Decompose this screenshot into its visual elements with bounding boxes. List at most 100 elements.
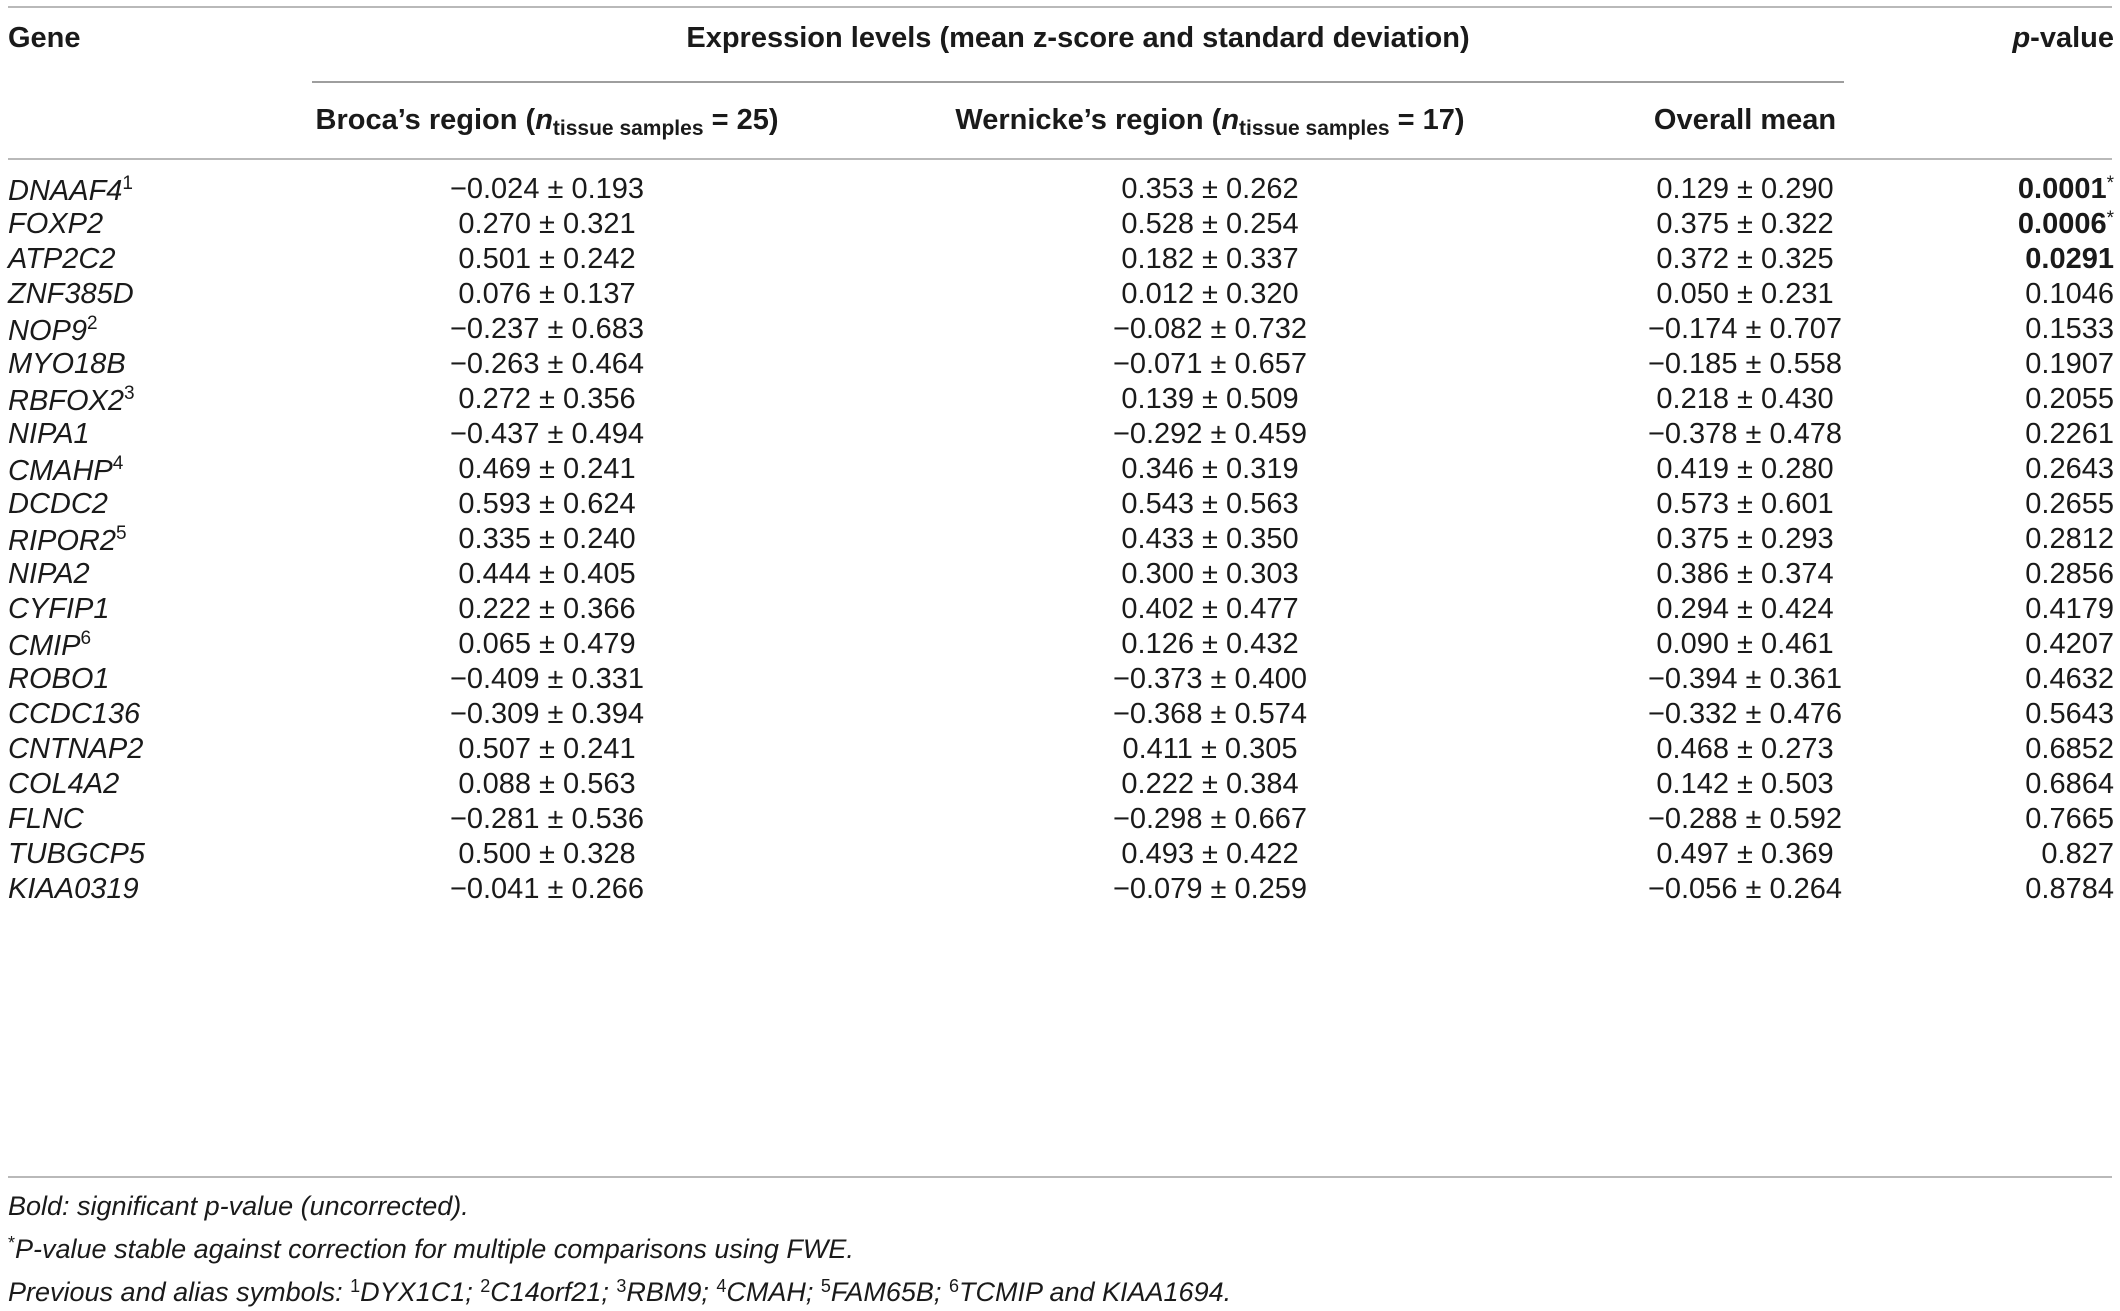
p-value-cell: 0.2655 bbox=[2025, 488, 2114, 521]
broca-value-cell: 0.501 ± 0.242 bbox=[458, 243, 636, 275]
header-p-italic: p bbox=[2012, 22, 2031, 54]
p-value-cell: 0.4179 bbox=[2025, 593, 2114, 626]
alias-number: 2 bbox=[480, 1276, 491, 1296]
broca-value-cell: 0.272 ± 0.356 bbox=[458, 383, 636, 415]
gene-symbol: FLNC bbox=[8, 803, 84, 835]
broca-value-cell: 0.444 ± 0.405 bbox=[458, 558, 636, 590]
header-broca-n: n bbox=[535, 104, 553, 136]
gene-symbol: CMIP bbox=[8, 630, 81, 662]
broca-value-cell: −0.024 ± 0.193 bbox=[449, 173, 645, 205]
table-row: DCDC2 0.593 ± 0.624 0.543 ± 0.563 0.573 ± 0… bbox=[0, 484, 2120, 531]
wernicke-value-cell: 0.012 ± 0.320 bbox=[1121, 278, 1299, 310]
wernicke-value-cell: 0.346 ± 0.319 bbox=[1121, 453, 1299, 485]
wernicke-value-cell: 0.411 ± 0.305 bbox=[1122, 733, 1298, 765]
p-value-cell: 0.2261 bbox=[2025, 418, 2114, 451]
broca-value-cell: 0.507 ± 0.241 bbox=[458, 733, 636, 765]
header-broca-label: Broca’s region ( bbox=[315, 104, 536, 136]
alias-symbol: C14orf21; bbox=[490, 1277, 617, 1307]
overall-mean-cell: 0.218 ± 0.430 bbox=[1656, 383, 1834, 415]
footnote-aliases: Previous and alias symbols: 1DYX1C1; 2C1… bbox=[8, 1268, 1231, 1311]
p-value-cell: 0.2812 bbox=[2025, 523, 2114, 556]
footnote-star: *P-value stable against correction for m… bbox=[8, 1225, 1231, 1268]
overall-mean-cell: −0.394 ± 0.361 bbox=[1647, 663, 1843, 695]
p-value: 0.4207 bbox=[2025, 628, 2114, 660]
header-gene: Gene bbox=[8, 22, 81, 54]
p-value-cell: 0.0291 bbox=[2025, 243, 2114, 276]
gene-symbol: KIAA0319 bbox=[8, 873, 139, 905]
overall-mean-cell: −0.378 ± 0.478 bbox=[1647, 418, 1843, 450]
overall-mean-cell: −0.056 ± 0.264 bbox=[1647, 873, 1843, 905]
table-row: COL4A2 0.088 ± 0.563 0.222 ± 0.384 0.142 ± … bbox=[0, 764, 2120, 811]
p-value: 0.5643 bbox=[2025, 698, 2114, 730]
table-row: TUBGCP5 0.500 ± 0.328 0.493 ± 0.422 0.497 ±… bbox=[0, 834, 2120, 881]
gene-symbol: ROBO1 bbox=[8, 663, 110, 695]
gene-name-cell: ROBO1 bbox=[8, 663, 110, 696]
p-value: 0.6864 bbox=[2025, 768, 2114, 800]
gene-name-cell: CNTNAP2 bbox=[8, 733, 143, 766]
table-row: RIPOR25 0.335 ± 0.240 0.433 ± 0.350 0.375 ±… bbox=[0, 519, 2120, 566]
wernicke-value-cell: 0.433 ± 0.350 bbox=[1121, 523, 1299, 555]
table-row: DNAAF41 −0.024 ± 0.193 0.353 ± 0.262 0.129 … bbox=[0, 169, 2120, 216]
p-value: 0.8784 bbox=[2025, 873, 2114, 905]
gene-name-cell: TUBGCP5 bbox=[8, 838, 145, 871]
gene-symbol: CYFIP1 bbox=[8, 593, 110, 625]
gene-name-cell: NIPA2 bbox=[8, 558, 90, 591]
table-row: CMIP6 0.065 ± 0.479 0.126 ± 0.432 0.090 ± 0… bbox=[0, 624, 2120, 671]
alias-number: 1 bbox=[350, 1276, 361, 1296]
header-span-rule bbox=[312, 81, 1844, 83]
broca-value-cell: 0.270 ± 0.321 bbox=[458, 208, 636, 240]
broca-value-cell: 0.065 ± 0.479 bbox=[458, 628, 636, 660]
overall-mean-cell: 0.050 ± 0.231 bbox=[1656, 278, 1834, 310]
wernicke-value-cell: −0.368 ± 0.574 bbox=[1112, 698, 1308, 730]
header-p-rest: -value bbox=[2030, 22, 2114, 54]
gene-name-cell: CCDC136 bbox=[8, 698, 140, 731]
header-wernicke-n: n bbox=[1221, 104, 1240, 136]
broca-value-cell: −0.237 ± 0.683 bbox=[449, 313, 645, 345]
broca-value-cell: 0.593 ± 0.624 bbox=[458, 488, 636, 520]
alias-number: 6 bbox=[948, 1276, 959, 1296]
p-value-cell: 0.5643 bbox=[2025, 698, 2114, 731]
wernicke-value-cell: 0.182 ± 0.337 bbox=[1121, 243, 1299, 275]
gene-footnote-mark: 2 bbox=[86, 313, 98, 334]
header-expression-levels: Expression levels (mean z-score and stan… bbox=[686, 22, 1470, 54]
broca-value-cell: 0.500 ± 0.328 bbox=[458, 838, 636, 870]
table-row: ZNF385D 0.076 ± 0.137 0.012 ± 0.320 0.050 ±… bbox=[0, 274, 2120, 321]
header-broca-count: = 25) bbox=[703, 104, 779, 136]
header-broca-n-subscript: tissue samples bbox=[552, 117, 704, 140]
gene-symbol: FOXP2 bbox=[8, 208, 104, 240]
table-row: CNTNAP2 0.507 ± 0.241 0.411 ± 0.305 0.468 ±… bbox=[0, 729, 2120, 776]
gene-name-cell: RBFOX23 bbox=[8, 383, 135, 418]
table-row: FOXP2 0.270 ± 0.321 0.528 ± 0.254 0.375 ± 0… bbox=[0, 204, 2120, 251]
table-row: NOP92 −0.237 ± 0.683 −0.082 ± 0.732 −0.174 … bbox=[0, 309, 2120, 356]
overall-mean-cell: 0.497 ± 0.369 bbox=[1656, 838, 1834, 870]
p-value: 0.6852 bbox=[2025, 733, 2114, 765]
table-row: NIPA1 −0.437 ± 0.494 −0.292 ± 0.459 −0.378 … bbox=[0, 414, 2120, 461]
wernicke-value-cell: −0.079 ± 0.259 bbox=[1112, 873, 1308, 905]
alias-number: 5 bbox=[820, 1276, 831, 1296]
p-value-cell: 0.4632 bbox=[2025, 663, 2114, 696]
p-value-cell: 0.7665 bbox=[2025, 803, 2114, 836]
wernicke-value-cell: −0.071 ± 0.657 bbox=[1112, 348, 1308, 380]
overall-mean-cell: 0.468 ± 0.273 bbox=[1656, 733, 1834, 765]
gene-name-cell: ZNF385D bbox=[8, 278, 134, 311]
p-value: 0.4179 bbox=[2025, 593, 2114, 625]
table-row: KIAA0319 −0.041 ± 0.266 −0.079 ± 0.259 −0.0… bbox=[0, 869, 2120, 916]
p-value: 0.1533 bbox=[2025, 313, 2114, 345]
broca-value-cell: 0.088 ± 0.563 bbox=[458, 768, 636, 800]
gene-footnote-mark: 3 bbox=[124, 383, 135, 404]
wernicke-value-cell: −0.082 ± 0.732 bbox=[1112, 313, 1308, 345]
wernicke-value-cell: 0.139 ± 0.509 bbox=[1121, 383, 1299, 415]
gene-name-cell: COL4A2 bbox=[8, 768, 119, 801]
footnote-star-text: P-value stable against correction for mu… bbox=[15, 1234, 854, 1264]
alias-symbol: DYX1C1; bbox=[360, 1277, 481, 1307]
p-value: 0.0006 bbox=[2017, 208, 2107, 240]
gene-name-cell: FOXP2 bbox=[8, 208, 103, 241]
gene-footnote-mark: 6 bbox=[80, 628, 92, 649]
table-row: FLNC −0.281 ± 0.536 −0.298 ± 0.667 −0.288 ±… bbox=[0, 799, 2120, 846]
alias-symbol: TCMIP and KIAA1694. bbox=[958, 1277, 1232, 1307]
gene-name-cell: MYO18B bbox=[8, 348, 126, 381]
gene-symbol: CCDC136 bbox=[8, 698, 141, 730]
broca-value-cell: −0.437 ± 0.494 bbox=[449, 418, 645, 450]
gene-symbol: CMAHP bbox=[8, 455, 113, 487]
